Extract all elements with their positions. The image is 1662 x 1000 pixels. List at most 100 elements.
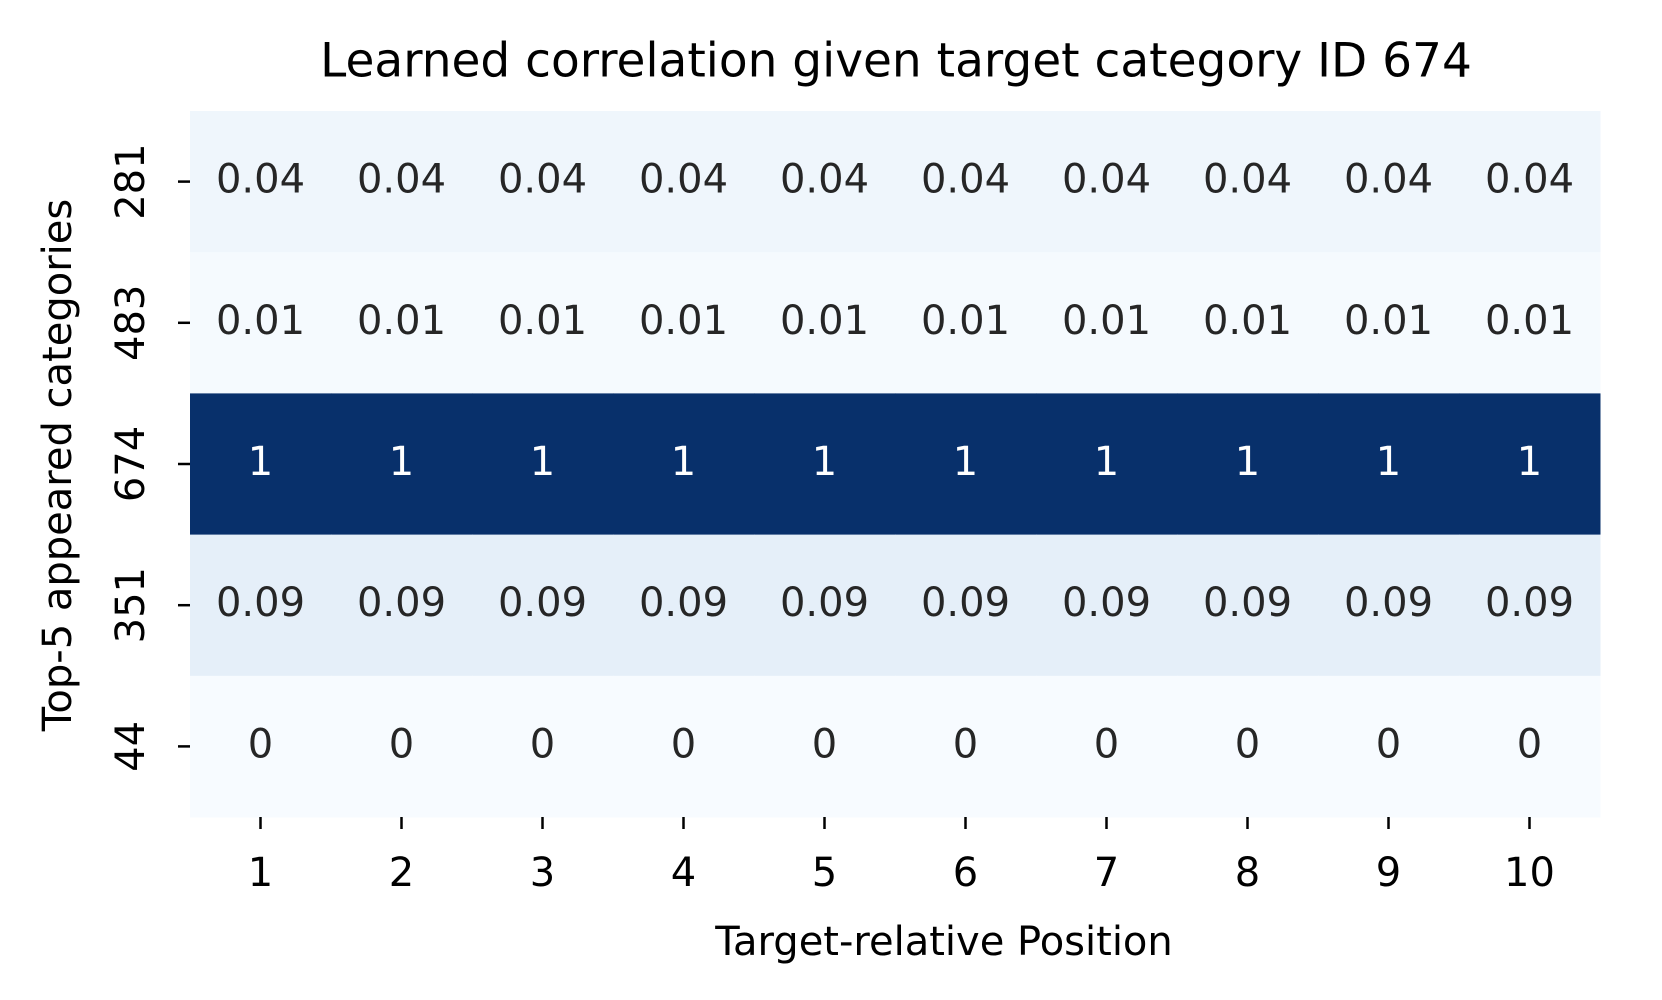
cell (1459, 393, 1601, 536)
x-tick-label: 10 (1504, 850, 1555, 896)
cell-label: 0.09 (780, 580, 869, 626)
cell-label: 0.01 (498, 298, 587, 344)
x-axis-label: Target-relative Position (714, 919, 1173, 965)
x-tick-label: 8 (1235, 850, 1260, 896)
cell (331, 675, 473, 818)
cell (754, 675, 896, 818)
cell (190, 393, 332, 536)
x-tick-label: 1 (248, 850, 273, 896)
cell (1177, 675, 1319, 818)
cell-label: 1 (1376, 439, 1401, 485)
cell (1036, 111, 1178, 253)
cell (895, 393, 1037, 536)
cell (1318, 534, 1460, 677)
cell (1459, 534, 1601, 677)
cell-label: 1 (389, 439, 414, 485)
cell (331, 393, 473, 536)
cell-label: 0.09 (1203, 580, 1292, 626)
cell-label: 0.04 (498, 157, 587, 203)
cell-label: 0.04 (639, 157, 728, 203)
cell (1459, 111, 1601, 253)
y-tick-label: 281 (108, 143, 154, 219)
cell (1318, 393, 1460, 536)
cell (190, 252, 332, 394)
cell-label: 0.01 (1203, 298, 1292, 344)
cell (1318, 252, 1460, 394)
cell (190, 111, 332, 253)
cell (754, 393, 896, 536)
cell-label: 0.04 (1344, 157, 1433, 203)
cell-label: 0 (812, 721, 837, 767)
cell-label: 0.01 (1062, 298, 1151, 344)
cell-label: 0.04 (1485, 157, 1574, 203)
cell-label: 0 (1235, 721, 1260, 767)
cell (1036, 675, 1178, 818)
cell (190, 534, 332, 677)
x-tick-label: 2 (389, 850, 414, 896)
cell (754, 111, 896, 253)
x-tick-label: 3 (530, 850, 555, 896)
cell-label: 0.04 (216, 157, 305, 203)
cell (1036, 393, 1178, 536)
cell-label: 0 (1517, 721, 1542, 767)
chart-title: Learned correlation given target categor… (320, 34, 1472, 89)
y-tick-label: 483 (108, 285, 154, 361)
cell (1459, 252, 1601, 394)
cell (613, 393, 755, 536)
y-tick-label: 351 (108, 567, 154, 643)
y-tick-label: 44 (108, 721, 154, 772)
cell (1177, 111, 1319, 253)
cell-label: 0.01 (1485, 298, 1574, 344)
cell-label: 0.01 (1344, 298, 1433, 344)
cell-label: 0.04 (1203, 157, 1292, 203)
cell-label: 0.01 (780, 298, 869, 344)
cell (1036, 534, 1178, 677)
cell-label: 0.01 (216, 298, 305, 344)
cell (895, 252, 1037, 394)
cell-label: 0.04 (357, 157, 446, 203)
cell (1177, 534, 1319, 677)
x-tick-label: 9 (1376, 850, 1401, 896)
cell (472, 534, 614, 677)
cell-label: 1 (1094, 439, 1119, 485)
cell-label: 0.04 (1062, 157, 1151, 203)
cell (472, 252, 614, 394)
cell-label: 0.09 (216, 580, 305, 626)
cell-label: 0.09 (921, 580, 1010, 626)
cell-label: 0.04 (780, 157, 869, 203)
cell-label: 0 (1376, 721, 1401, 767)
cell-label: 0.01 (357, 298, 446, 344)
cell-label: 1 (812, 439, 837, 485)
cell-label: 0.04 (921, 157, 1010, 203)
cell (895, 111, 1037, 253)
cell (472, 675, 614, 818)
cell (1459, 675, 1601, 818)
cell-label: 1 (1517, 439, 1542, 485)
cell-label: 1 (248, 439, 273, 485)
cell-label: 0.09 (1485, 580, 1574, 626)
cell-label: 0.01 (639, 298, 728, 344)
cell-label: 1 (953, 439, 978, 485)
cell-label: 0 (1094, 721, 1119, 767)
cell (331, 111, 473, 253)
cell (1177, 252, 1319, 394)
cell-label: 0 (530, 721, 555, 767)
cell-label: 1 (530, 439, 555, 485)
x-tick-label: 4 (671, 850, 696, 896)
cell-label: 0.09 (357, 580, 446, 626)
cell-label: 0.09 (639, 580, 728, 626)
cell-label: 0.01 (921, 298, 1010, 344)
cell (472, 393, 614, 536)
x-tick-label: 6 (953, 850, 978, 896)
cell-label: 1 (1235, 439, 1260, 485)
cell (1036, 252, 1178, 394)
x-tick-label: 5 (812, 850, 837, 896)
cell (1177, 393, 1319, 536)
cell (1318, 111, 1460, 253)
cell (754, 534, 896, 677)
cell (754, 252, 896, 394)
cell (331, 252, 473, 394)
cell (613, 675, 755, 818)
